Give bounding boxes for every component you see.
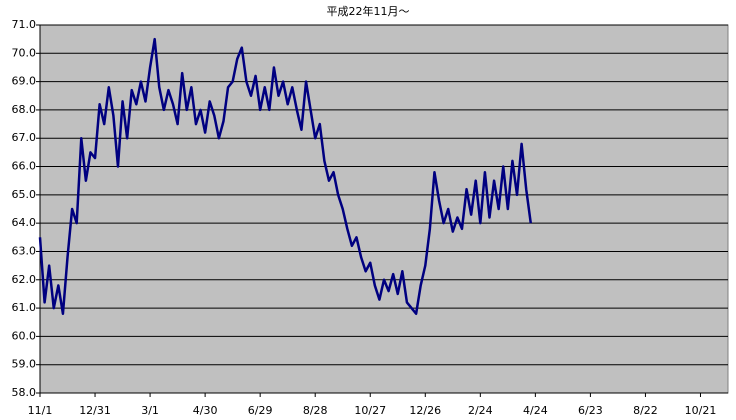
x-tick-label: 10/21 bbox=[685, 404, 717, 417]
y-tick-label: 60.0 bbox=[12, 329, 37, 342]
y-tick-label: 64.0 bbox=[12, 216, 37, 229]
y-tick-label: 59.0 bbox=[12, 358, 37, 371]
series-line bbox=[38, 37, 533, 315]
y-tick-label: 62.0 bbox=[12, 273, 37, 286]
y-tick-label: 61.0 bbox=[12, 301, 37, 314]
y-tick-label: 68.0 bbox=[12, 103, 37, 116]
x-tick-label: 8/22 bbox=[633, 404, 658, 417]
chart-title: 平成22年11月～ bbox=[327, 4, 410, 18]
y-tick-label: 71.0 bbox=[12, 18, 37, 31]
x-tick-label: 12/31 bbox=[79, 404, 111, 417]
x-tick-label: 6/23 bbox=[578, 404, 603, 417]
y-tick-label: 58.0 bbox=[12, 386, 37, 399]
x-tick-label: 11/1 bbox=[28, 404, 53, 417]
y-tick-label: 63.0 bbox=[12, 244, 37, 257]
x-tick-label: 4/30 bbox=[193, 404, 218, 417]
y-tick-label: 67.0 bbox=[12, 131, 37, 144]
y-tick-label: 66.0 bbox=[12, 160, 37, 173]
y-tick-label: 69.0 bbox=[12, 75, 37, 88]
plot-area bbox=[39, 24, 729, 394]
x-tick-label: 10/27 bbox=[354, 404, 386, 417]
y-tick-label: 70.0 bbox=[12, 46, 37, 59]
x-tick-label: 6/29 bbox=[248, 404, 273, 417]
x-tick-label: 2/24 bbox=[468, 404, 493, 417]
x-tick-label: 4/24 bbox=[523, 404, 548, 417]
x-tick-label: 8/28 bbox=[303, 404, 328, 417]
y-tick-label: 65.0 bbox=[12, 188, 37, 201]
x-tick-label: 12/26 bbox=[409, 404, 441, 417]
x-tick-label: 3/1 bbox=[141, 404, 159, 417]
